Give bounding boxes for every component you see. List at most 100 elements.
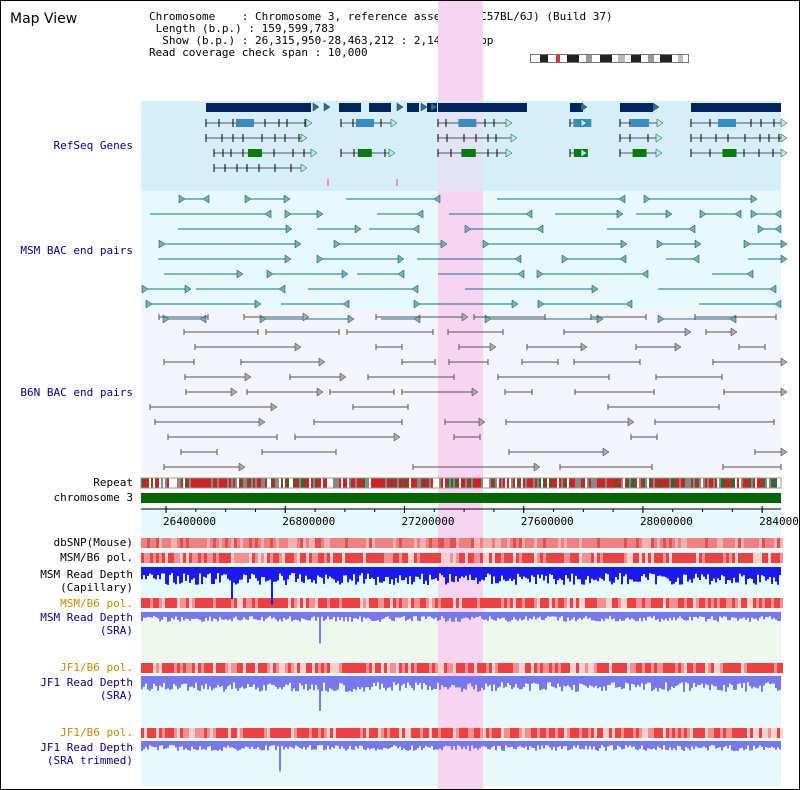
pol-cell	[708, 728, 711, 738]
pol-cell	[687, 663, 690, 673]
pol-cell	[243, 538, 246, 548]
depth-bar	[759, 612, 761, 618]
depth-bar	[317, 741, 319, 746]
pol-cell	[336, 538, 339, 548]
depth-bar	[565, 741, 567, 747]
depth-bar	[223, 741, 225, 747]
track-label-chromosome[interactable]: chromosome 3	[53, 491, 133, 504]
repeat-segment	[377, 478, 379, 488]
depth-bar	[205, 567, 207, 578]
depth-bar	[161, 612, 163, 620]
pol-cell	[699, 663, 702, 673]
pol-cell	[171, 663, 174, 673]
depth-bar	[425, 676, 427, 685]
track-label-jf1-pol-2[interactable]: JF1/B6 pol.	[60, 726, 133, 739]
track-label-msm-depth-sra-2[interactable]: (SRA)	[99, 624, 133, 637]
pol-cell	[471, 663, 474, 673]
track-label-jf1-depth-trim-2[interactable]: (SRA trimmed)	[46, 754, 133, 767]
track-label-msm-pol-2[interactable]: MSM/B6 pol.	[60, 597, 133, 610]
pol-cell	[327, 663, 330, 673]
pol-cell	[348, 598, 351, 608]
track-label-refseq[interactable]: RefSeq Genes	[53, 139, 133, 152]
repeat-segment	[523, 478, 525, 488]
track-label-jf1-depth-sra-2[interactable]: (SRA)	[99, 689, 133, 702]
pol-cell	[366, 728, 369, 738]
pol-cell	[216, 598, 219, 608]
depth-bar	[513, 741, 515, 749]
track-label-jf1-depth-sra-1[interactable]: JF1 Read Depth	[40, 676, 133, 689]
track-label-msm-depth-sra-1[interactable]: MSM Read Depth	[40, 611, 133, 624]
pol-cell	[588, 663, 591, 673]
pol-cell	[243, 728, 246, 738]
pol-cell	[231, 553, 234, 563]
pol-cell	[171, 598, 174, 608]
depth-bar	[695, 676, 697, 687]
pol-cell	[735, 728, 738, 738]
repeat-segment	[737, 478, 739, 488]
depth-bar	[403, 741, 405, 749]
pol-cell	[516, 538, 519, 548]
depth-bar	[245, 741, 247, 747]
pol-cell	[429, 663, 432, 673]
pol-cell	[234, 538, 237, 548]
pol-cell	[492, 538, 495, 548]
repeat-segment	[227, 478, 229, 488]
pol-cell	[150, 598, 153, 608]
track-label-jf1-depth-trim-1[interactable]: JF1 Read Depth	[40, 741, 133, 754]
depth-bar	[275, 567, 277, 582]
depth-bar	[685, 741, 687, 747]
depth-bar	[447, 676, 449, 690]
depth-bar	[555, 567, 557, 585]
depth-bar	[771, 567, 773, 584]
pol-cell	[663, 598, 666, 608]
depth-bar	[511, 676, 513, 690]
depth-bar	[439, 567, 441, 574]
depth-bar	[331, 567, 333, 579]
depth-bar	[537, 567, 539, 575]
pol-cell	[660, 663, 663, 673]
depth-bar	[581, 676, 583, 684]
track-label-msm-pol[interactable]: MSM/B6 pol.	[60, 551, 133, 564]
depth-bar	[277, 676, 279, 689]
pol-cell	[420, 598, 423, 608]
depth-bar	[415, 741, 417, 750]
pol-cell	[723, 598, 726, 608]
repeat-segment	[643, 478, 645, 488]
pol-cell	[303, 663, 306, 673]
track-label-repeat[interactable]: Repeat	[93, 476, 133, 489]
track-label-b6n-bac[interactable]: B6N BAC end pairs	[20, 386, 133, 399]
depth-bar	[361, 567, 363, 574]
depth-bar	[503, 612, 505, 618]
depth-bar	[163, 741, 165, 749]
pol-cell	[636, 663, 639, 673]
depth-bar	[171, 676, 173, 690]
end-arrow	[769, 284, 777, 294]
track-label-dbsnp[interactable]: dbSNP(Mouse)	[53, 536, 133, 549]
repeat-segment	[319, 478, 321, 488]
track-label-msm-bac[interactable]: MSM BAC end pairs	[20, 244, 133, 257]
depth-bar	[445, 741, 447, 746]
depth-bar	[579, 676, 581, 684]
pol-cell	[402, 598, 405, 608]
depth-bar	[387, 612, 389, 617]
pol-cell	[204, 598, 207, 608]
depth-bar	[427, 612, 429, 617]
depth-bar	[695, 612, 697, 617]
pol-cell	[567, 728, 570, 738]
depth-bar	[557, 612, 559, 621]
track-label-jf1-pol[interactable]: JF1/B6 pol.	[60, 661, 133, 674]
depth-bar	[281, 676, 283, 690]
depth-bar	[361, 676, 363, 688]
pol-cell	[645, 598, 648, 608]
pol-cell	[492, 663, 495, 673]
end-arrow	[323, 102, 331, 112]
pol-cell	[471, 553, 474, 563]
track-label-msm-depth-cap-2[interactable]: (Capillary)	[60, 581, 133, 594]
chromosome-ideogram[interactable]	[530, 54, 692, 64]
depth-bar	[283, 676, 285, 687]
repeat-segment	[417, 478, 419, 488]
track-label-msm-depth-cap-1[interactable]: MSM Read Depth	[40, 568, 133, 581]
depth-bar	[743, 676, 745, 684]
depth-bar	[377, 741, 379, 749]
